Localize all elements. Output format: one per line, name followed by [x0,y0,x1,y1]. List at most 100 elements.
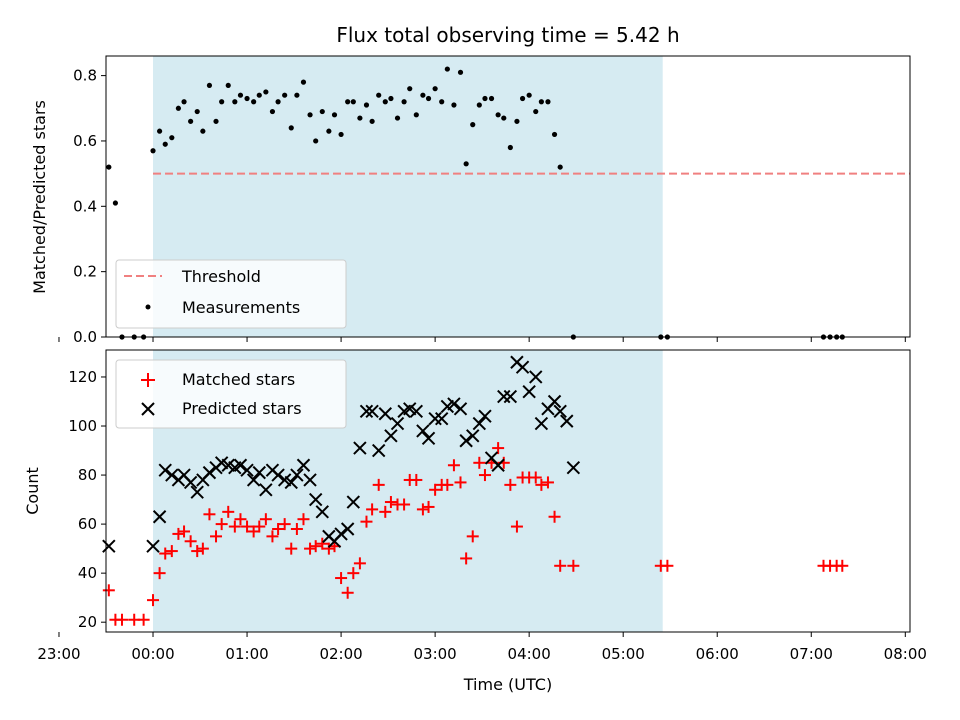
predicted-star-point [365,404,379,419]
matched-star-point [115,613,128,626]
measurement-point [551,131,558,138]
matched-stars-points [102,442,849,626]
matched-star-point [347,567,360,580]
predicted-star-point [290,468,304,482]
measurement-point [225,82,231,89]
measurement-point [251,99,257,105]
predicted-star-point [284,475,298,490]
measurement-point [200,128,206,134]
measurement-point [169,135,175,141]
predicted-star-point [497,389,511,404]
measurement-point [263,89,269,95]
predicted-star-point [409,404,424,419]
matched-star-point [165,545,178,558]
measurement-point [106,164,112,170]
predicted-star-point [447,397,461,411]
top-y-tick-label: 0.0 [73,328,97,346]
matched-star-point [504,478,517,491]
matched-star-point [241,520,254,533]
x-tick-label: 08:00 [884,645,927,663]
matched-star-point [554,559,567,572]
measurement-point [244,95,250,102]
measurement-point [526,92,532,98]
measurement-point [401,99,407,105]
measurement-point [519,95,526,102]
matched-star-point [297,513,310,526]
predicted-star-point [416,424,430,438]
measurement-point [363,102,370,108]
predicted-star-point [308,492,323,507]
predicted-star-point [371,443,386,458]
measurement-point [413,112,419,118]
measurement-point [350,99,356,105]
measurement-point [432,86,438,92]
measurement-point [463,161,469,167]
measurement-point [206,82,213,89]
matched-star-point [309,540,322,553]
measurement-point [150,148,156,154]
measurement-point [357,115,363,121]
measurement-point [388,95,394,102]
top-axes-frame [105,55,911,338]
matched-star-point [196,542,209,555]
measurement-point [488,95,495,102]
measurement-point [545,99,551,105]
top-y-axis-label: Matched/Predicted stars [30,100,49,294]
predicted-star-point [246,473,261,487]
measurement-point [307,112,313,118]
predicted-star-point [421,431,436,445]
measurement-point [338,131,344,138]
matched-star-point [278,518,291,531]
matched-star-point [836,559,849,572]
predicted-star-point [378,407,392,421]
predicted-star-point [390,416,405,431]
top-y-tick-label: 0.2 [73,263,97,281]
predicted-star-point [434,411,449,426]
x-tick-label: 00:00 [131,645,174,663]
predicted-star-point [503,389,518,404]
chart-title: Flux total observing time = 5.42 h [336,23,679,47]
top-y-tick-label: 0.8 [73,67,97,85]
matched-star-point [441,478,454,491]
measurement-point [300,79,307,85]
measurement-point [213,118,219,124]
measurement-point [514,118,520,124]
matched-star-point [191,545,204,558]
predicted-star-point [428,411,442,426]
bottom-y-tick-label: 80 [78,466,97,484]
bottom-y-tick-label: 60 [78,515,97,533]
matched-legend-marker [141,373,155,387]
measurement-point [501,115,507,121]
matched-star-point [172,527,185,540]
measurement-point [538,99,544,105]
matched-star-point [379,505,392,518]
matched-star-point [228,520,241,533]
measurement-point [331,112,338,118]
bottom-y-axis-label: Count [23,467,42,515]
x-tick-label: 03:00 [414,645,457,663]
measurement-point [269,108,276,115]
predicted-star-point [566,460,581,475]
measurements-legend-marker [145,304,151,310]
matched-star-point [178,525,191,538]
predicted-star-point [334,527,348,541]
measurement-point [507,144,513,151]
bottom-y-tick-label: 100 [68,417,97,435]
top-legend-box [115,259,347,329]
matched-star-point [322,542,335,555]
measurement-point [288,125,294,131]
matched-star-point [147,594,160,607]
matched-star-point [285,542,298,555]
x-axis-label: Time (UTC) [463,675,552,694]
predicted-star-point [529,370,543,384]
matched-star-point [492,442,505,455]
top-y-ticks: 0.0 0.2 0.4 0.6 0.8 [73,67,106,346]
measurement-point [112,200,119,206]
predicted-star-point [233,458,248,472]
bottom-legend-box [115,359,347,429]
matched-star-point [253,520,266,533]
measurement-point [256,92,262,98]
measurement-point [451,102,457,108]
matched-star-point [184,535,197,548]
